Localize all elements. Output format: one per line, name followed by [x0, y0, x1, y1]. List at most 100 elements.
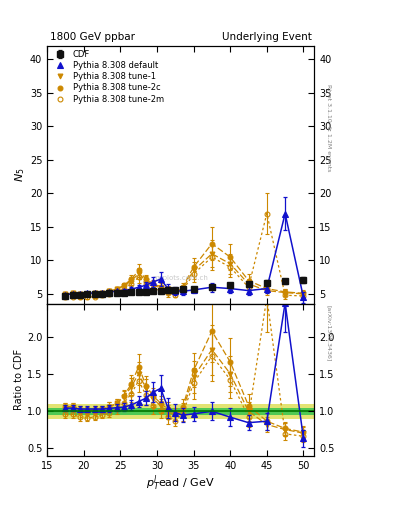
Pythia 8.308 tune-2m: [144, 281, 149, 287]
Pythia 8.308 default: [209, 284, 214, 290]
Pythia 8.308 tune-2c: [144, 276, 149, 282]
Pythia 8.308 tune-1: [85, 291, 90, 297]
Pythia 8.308 tune-2m: [301, 293, 306, 299]
Pythia 8.308 tune-1: [209, 251, 214, 257]
Pythia 8.308 default: [151, 279, 156, 285]
Pythia 8.308 tune-2c: [191, 264, 196, 270]
Pythia 8.308 tune-2m: [158, 288, 163, 294]
Pythia 8.308 default: [129, 286, 134, 292]
Line: Pythia 8.308 tune-2m: Pythia 8.308 tune-2m: [63, 211, 306, 300]
Pythia 8.308 tune-2c: [100, 289, 105, 295]
Pythia 8.308 tune-2m: [78, 294, 83, 301]
Pythia 8.308 tune-1: [144, 278, 149, 284]
Pythia 8.308 default: [283, 210, 287, 217]
Legend: CDF, Pythia 8.308 default, Pythia 8.308 tune-1, Pythia 8.308 tune-2c, Pythia 8.3: CDF, Pythia 8.308 default, Pythia 8.308 …: [50, 49, 166, 105]
Pythia 8.308 tune-2m: [63, 294, 68, 301]
Pythia 8.308 default: [180, 288, 185, 294]
Pythia 8.308 tune-1: [180, 286, 185, 292]
Pythia 8.308 tune-2c: [122, 282, 127, 288]
Text: [arXiv:1306.3436]: [arXiv:1306.3436]: [326, 305, 331, 361]
Pythia 8.308 tune-2m: [165, 290, 170, 296]
Pythia 8.308 tune-2m: [136, 274, 141, 280]
Text: Underlying Event: Underlying Event: [222, 32, 312, 42]
Pythia 8.308 tune-2c: [301, 290, 306, 296]
Line: Pythia 8.308 tune-1: Pythia 8.308 tune-1: [63, 251, 306, 296]
Pythia 8.308 tune-1: [151, 282, 156, 288]
Pythia 8.308 default: [85, 290, 90, 296]
Pythia 8.308 tune-1: [228, 261, 233, 267]
Pythia 8.308 tune-1: [107, 288, 112, 294]
Pythia 8.308 tune-2c: [228, 254, 233, 260]
Pythia 8.308 tune-2m: [100, 292, 105, 298]
Pythia 8.308 tune-2c: [63, 291, 68, 297]
Pythia 8.308 default: [107, 289, 112, 295]
Pythia 8.308 default: [78, 290, 83, 296]
Pythia 8.308 tune-2c: [165, 286, 170, 292]
Pythia 8.308 tune-2m: [129, 281, 134, 287]
Y-axis label: Ratio to CDF: Ratio to CDF: [14, 349, 24, 411]
Pythia 8.308 tune-2m: [114, 289, 119, 295]
Pythia 8.308 tune-2m: [151, 286, 156, 292]
Pythia 8.308 tune-1: [92, 290, 97, 296]
Pythia 8.308 tune-2m: [264, 210, 269, 217]
X-axis label: $p_T^{l}$ead / GeV: $p_T^{l}$ead / GeV: [147, 473, 215, 493]
Pythia 8.308 default: [114, 288, 119, 294]
Pythia 8.308 default: [264, 286, 269, 292]
Pythia 8.308 default: [136, 284, 141, 290]
Pythia 8.308 tune-2m: [122, 286, 127, 292]
Pythia 8.308 tune-1: [173, 289, 178, 295]
Pythia 8.308 tune-2c: [78, 291, 83, 297]
Pythia 8.308 tune-2c: [209, 241, 214, 247]
Pythia 8.308 default: [92, 290, 97, 296]
Pythia 8.308 tune-1: [246, 281, 251, 287]
Pythia 8.308 tune-2c: [151, 281, 156, 287]
Pythia 8.308 tune-1: [114, 286, 119, 292]
Pythia 8.308 default: [191, 287, 196, 293]
Pythia 8.308 tune-2m: [209, 254, 214, 260]
Pythia 8.308 tune-1: [283, 289, 287, 295]
Pythia 8.308 tune-2c: [246, 278, 251, 284]
Pythia 8.308 tune-1: [158, 285, 163, 291]
Pythia 8.308 tune-1: [301, 291, 306, 297]
Pythia 8.308 tune-2m: [191, 271, 196, 277]
Pythia 8.308 tune-2c: [264, 286, 269, 292]
Pythia 8.308 tune-2c: [180, 284, 185, 290]
Pythia 8.308 tune-2m: [180, 288, 185, 294]
Pythia 8.308 default: [301, 294, 306, 301]
Text: 1800 GeV ppbar: 1800 GeV ppbar: [50, 32, 135, 42]
Pythia 8.308 tune-1: [122, 283, 127, 289]
Text: mcplots.cern.ch: mcplots.cern.ch: [153, 275, 209, 281]
Pythia 8.308 tune-2m: [173, 291, 178, 297]
Pythia 8.308 default: [158, 276, 163, 282]
Text: Rivet 3.1.10, ≥ 1.2M events: Rivet 3.1.10, ≥ 1.2M events: [326, 84, 331, 172]
Pythia 8.308 tune-2c: [70, 290, 75, 296]
Pythia 8.308 tune-1: [264, 288, 269, 294]
Pythia 8.308 default: [165, 286, 170, 292]
Pythia 8.308 tune-2m: [85, 294, 90, 301]
Pythia 8.308 tune-1: [136, 271, 141, 277]
Pythia 8.308 tune-2m: [107, 291, 112, 297]
Pythia 8.308 tune-2c: [85, 291, 90, 297]
Pythia 8.308 tune-2m: [246, 284, 251, 290]
Line: Pythia 8.308 tune-2c: Pythia 8.308 tune-2c: [63, 241, 306, 296]
Pythia 8.308 default: [100, 289, 105, 295]
Pythia 8.308 default: [228, 286, 233, 292]
Pythia 8.308 tune-1: [78, 291, 83, 297]
Pythia 8.308 default: [70, 291, 75, 297]
Pythia 8.308 default: [246, 288, 251, 294]
Pythia 8.308 tune-2c: [107, 288, 112, 294]
Pythia 8.308 tune-1: [63, 291, 68, 297]
Pythia 8.308 tune-2c: [158, 284, 163, 290]
Pythia 8.308 tune-1: [100, 289, 105, 295]
Pythia 8.308 tune-2c: [136, 267, 141, 273]
Pythia 8.308 default: [122, 288, 127, 294]
Pythia 8.308 tune-2m: [228, 264, 233, 270]
Pythia 8.308 tune-2m: [92, 293, 97, 300]
Pythia 8.308 tune-1: [70, 290, 75, 296]
Pythia 8.308 tune-2c: [114, 286, 119, 292]
Pythia 8.308 tune-2c: [173, 288, 178, 294]
Pythia 8.308 default: [173, 288, 178, 294]
Y-axis label: $N_5$: $N_5$: [13, 168, 27, 182]
Pythia 8.308 tune-2c: [92, 290, 97, 296]
Pythia 8.308 tune-1: [165, 288, 170, 294]
